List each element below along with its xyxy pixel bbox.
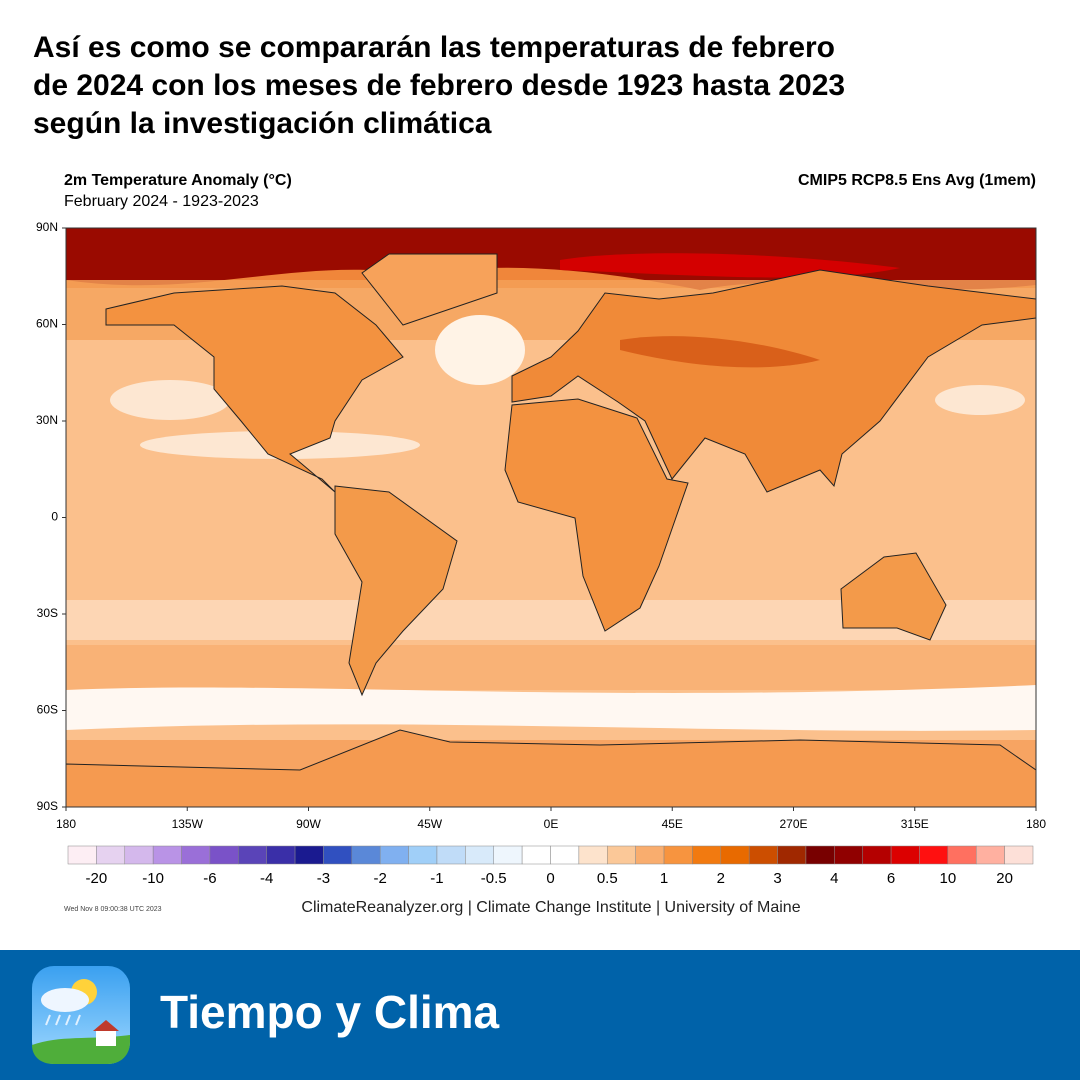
lat-label: 90N	[36, 220, 58, 234]
footer-band	[0, 950, 1080, 1080]
lat-label: 60S	[37, 703, 58, 717]
app-icon	[32, 966, 130, 1064]
color-swatch	[379, 845, 409, 865]
color-swatch	[436, 845, 466, 865]
headline-line: de 2024 con los meses de febrero desde 1…	[33, 69, 845, 102]
colorbar-label: 6	[887, 870, 895, 887]
color-swatch	[663, 845, 693, 865]
map-title: 2m Temperature Anomaly (°C)	[64, 172, 292, 189]
colorbar-label: -1	[430, 870, 443, 887]
lon-label: 0E	[544, 817, 559, 831]
colorbar-label: -10	[142, 870, 164, 887]
colorbar-label: 10	[940, 870, 957, 887]
colorbar-label: 3	[773, 870, 781, 887]
color-swatch	[890, 845, 920, 865]
color-swatch	[692, 845, 722, 865]
color-swatch	[124, 845, 154, 865]
color-swatch	[152, 845, 182, 865]
colorbar-label: -3	[317, 870, 330, 887]
color-swatch	[635, 845, 665, 865]
map-subtitle: February 2024 - 1923-2023	[64, 193, 259, 210]
color-swatch	[975, 845, 1005, 865]
map-source: CMIP5 RCP8.5 Ens Avg (1mem)	[798, 172, 1036, 189]
credit: ClimateReanalyzer.org | Climate Change I…	[301, 899, 800, 916]
color-swatch	[1004, 845, 1034, 865]
lon-label: 315E	[901, 817, 929, 831]
color-swatch	[181, 845, 211, 865]
color-swatch	[919, 845, 949, 865]
map	[65, 227, 1037, 808]
lat-label: 0	[51, 510, 58, 524]
colorbar-label: -6	[203, 870, 216, 887]
lat-label: 30N	[36, 413, 58, 427]
colorbar-label: 1	[660, 870, 668, 887]
color-swatch	[607, 845, 636, 865]
lat-label: 60N	[36, 317, 58, 331]
color-swatch	[323, 845, 353, 865]
color-swatch	[777, 845, 807, 865]
timestamp: Wed Nov 8 09:00:38 UTC 2023	[64, 906, 162, 913]
color-swatch	[209, 845, 239, 865]
lon-label: 90W	[296, 817, 321, 831]
colorbar: -20 -10 -6 -4 -3 -2 -1 -0.5 0 0.5 1 2 3 4 6 10 20	[67, 845, 1034, 887]
headline-line: según la investigación climática	[33, 107, 492, 140]
axis-labels: 90N 60N 30N 0 30S 60S 90S 180 135W 90W 45W 0E 45E 270…	[36, 220, 1046, 831]
color-swatch	[578, 845, 608, 865]
color-swatch	[805, 845, 835, 865]
lon-label: 180	[56, 817, 76, 831]
color-swatch	[493, 845, 523, 865]
lon-label: 45W	[417, 817, 442, 831]
color-swatch	[67, 845, 97, 865]
colorbar-label: -2	[374, 870, 387, 887]
colorbar-label: -20	[86, 870, 108, 887]
color-swatch	[294, 845, 324, 865]
lon-label: 270E	[779, 817, 807, 831]
lon-label: 180	[1026, 817, 1046, 831]
colorbar-label: -4	[260, 870, 273, 887]
color-swatch	[834, 845, 863, 865]
color-swatch	[266, 845, 296, 865]
colorbar-label: -0.5	[481, 870, 507, 887]
lon-label: 45E	[662, 817, 683, 831]
color-swatch	[521, 845, 551, 865]
color-swatch	[408, 845, 438, 865]
lat-label: 30S	[37, 606, 58, 620]
headline-line: Así es como se compararán las temperatur…	[33, 31, 835, 64]
color-swatch	[862, 845, 892, 865]
colorbar-label: 4	[830, 870, 838, 887]
color-swatch	[748, 845, 778, 865]
color-swatch	[720, 845, 750, 865]
color-swatch	[96, 845, 126, 865]
color-swatch	[550, 845, 580, 865]
color-swatch	[351, 845, 381, 865]
lat-label: 90S	[37, 799, 58, 813]
lon-label: 135W	[172, 817, 204, 831]
colorbar-label: 20	[996, 870, 1013, 887]
color-swatch	[465, 845, 494, 865]
color-swatch	[947, 845, 977, 865]
colorbar-label: 2	[717, 870, 725, 887]
color-swatch	[238, 845, 267, 865]
colorbar-label: 0.5	[597, 870, 618, 887]
colorbar-label: 0	[546, 870, 554, 887]
brand-name: Tiempo y Clima	[160, 986, 500, 1038]
